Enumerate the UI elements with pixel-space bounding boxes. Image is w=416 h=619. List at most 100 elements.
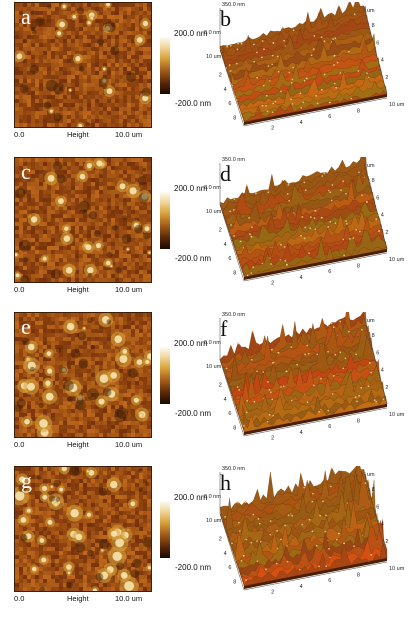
color-scale-min-label: -200.0 nm <box>175 254 212 263</box>
color-scale-bar <box>160 191 170 249</box>
z-axis-zero-label: 0.0 nm <box>204 340 221 346</box>
width-axis-tick-label: 4 <box>300 275 303 281</box>
x-axis-title: Height <box>67 594 89 603</box>
side-axis-tick-label: 4 <box>381 522 384 528</box>
color-scale-max-label: 200.0 nm <box>174 339 208 348</box>
width-axis-tick-label: 6 <box>328 578 331 584</box>
height-map-image <box>14 2 152 128</box>
depth-axis-tick-label: 6 <box>228 565 231 571</box>
width-axis-tick-label: 2 <box>271 435 274 441</box>
width-axis-tick-label: 4 <box>300 584 303 590</box>
depth-axis-tick-label: 6 <box>228 256 231 262</box>
width-axis-tick-label: 8 <box>357 573 360 579</box>
panel-row: a 0.0 Height 10.0 um 200.0 nm -200.0 nm 350.0 … <box>0 2 416 152</box>
color-scale-bar <box>160 500 170 558</box>
depth-axis-tick-label: 2 <box>219 382 222 388</box>
width-axis-tick-label: 6 <box>328 114 331 120</box>
color-scale-min-label: -200.0 nm <box>175 409 212 418</box>
depth-axis-tick-label: 2 <box>219 227 222 233</box>
panel-label: e <box>21 314 31 339</box>
width-axis-tick-label: 6 <box>328 269 331 275</box>
x-axis-title: Height <box>67 130 89 139</box>
x-axis-end-label: 10.0 um <box>115 285 143 294</box>
width-axis-end-label: 10 um <box>389 412 405 418</box>
surface-3d-plot: 350.0 nm 0.0 nm 10 um 2 4 6 8 2 4 6 8 10 um 8 6 4 2 um <box>182 157 416 307</box>
side-axis-tick-label: 4 <box>381 368 384 374</box>
x-axis-start-label: 0.0 <box>14 440 25 449</box>
side-axis-unit-label: um <box>367 318 375 324</box>
side-axis-tick-label: 6 <box>376 40 379 46</box>
x-axis-end-label: 10.0 um <box>115 440 143 449</box>
depth-axis-tick-label: 6 <box>228 101 231 107</box>
side-axis-tick-label: 8 <box>372 333 375 339</box>
color-scale-max-label: 200.0 nm <box>174 29 208 38</box>
side-axis-tick-label: 2 <box>385 230 388 236</box>
depth-axis-tick-label: 8 <box>233 271 236 277</box>
width-axis-end-label: 10 um <box>389 102 405 108</box>
x-axis-start-label: 0.0 <box>14 285 25 294</box>
side-axis-tick-label: 4 <box>381 213 384 219</box>
width-axis-tick-label: 4 <box>300 120 303 126</box>
x-axis-end-label: 10.0 um <box>115 594 143 603</box>
side-axis-unit-label: um <box>367 163 375 169</box>
panel-row: g 0.0 Height 10.0 um 200.0 nm -200.0 nm 350.0 … <box>0 466 416 616</box>
depth-axis-tick-label: 4 <box>224 87 227 93</box>
width-axis-tick-label: 4 <box>300 430 303 436</box>
color-scale-bar <box>160 36 170 94</box>
color-scale-max-label: 200.0 nm <box>174 184 208 193</box>
panel-label: g <box>21 468 32 493</box>
z-axis-max-label: 350.0 nm <box>222 312 245 318</box>
width-axis-tick-label: 8 <box>357 264 360 270</box>
width-axis-tick-label: 8 <box>357 419 360 425</box>
side-axis-tick-label: 8 <box>372 178 375 184</box>
side-axis-tick-label: 6 <box>376 504 379 510</box>
depth-axis-tick-label: 8 <box>233 116 236 122</box>
panel-label: h <box>220 470 231 495</box>
z-axis-zero-label: 0.0 nm <box>204 494 221 500</box>
surface-3d-plot: 350.0 nm 0.0 nm 10 um 2 4 6 8 2 4 6 8 10 um 8 6 4 2 um <box>182 466 416 616</box>
z-axis-zero-label: 0.0 nm <box>204 30 221 36</box>
panel-label: b <box>220 6 231 31</box>
depth-axis-tick-label: 8 <box>233 426 236 432</box>
panel-row: c 0.0 Height 10.0 um 200.0 nm -200.0 nm 350.0 … <box>0 157 416 307</box>
depth-axis-tick-label: 2 <box>219 536 222 542</box>
surface-3d-plot: 350.0 nm 0.0 nm 10 um 2 4 6 8 2 4 6 8 10 um 8 6 4 2 um <box>182 2 416 152</box>
side-axis-unit-label: um <box>367 8 375 14</box>
color-scale-min-label: -200.0 nm <box>175 99 212 108</box>
panel-label: c <box>21 159 31 184</box>
color-scale-max-label: 200.0 nm <box>174 493 208 502</box>
depth-axis-end-label: 10 um <box>206 364 222 370</box>
z-axis-max-label: 350.0 nm <box>222 466 245 472</box>
side-axis-tick-label: 8 <box>372 23 375 29</box>
side-axis-tick-label: 2 <box>385 75 388 81</box>
color-scale-bar <box>160 346 170 404</box>
x-axis-start-label: 0.0 <box>14 594 25 603</box>
side-axis-tick-label: 4 <box>381 58 384 64</box>
depth-axis-tick-label: 8 <box>233 580 236 586</box>
color-scale-min-label: -200.0 nm <box>175 563 212 572</box>
z-axis-max-label: 350.0 nm <box>222 157 245 163</box>
x-axis-start-label: 0.0 <box>14 130 25 139</box>
panel-label: f <box>220 316 228 341</box>
side-axis-unit-label: um <box>367 472 375 478</box>
width-axis-tick-label: 6 <box>328 424 331 430</box>
width-axis-end-label: 10 um <box>389 257 405 263</box>
panel-row: e 0.0 Height 10.0 um 200.0 nm -200.0 nm 350.0 … <box>0 312 416 462</box>
height-map-image <box>14 466 152 592</box>
x-axis-title: Height <box>67 285 89 294</box>
width-axis-end-label: 10 um <box>389 566 405 572</box>
surface-3d-plot: 350.0 nm 0.0 nm 10 um 2 4 6 8 2 4 6 8 10 um 8 6 4 2 um <box>182 312 416 462</box>
depth-axis-tick-label: 4 <box>224 242 227 248</box>
depth-axis-tick-label: 2 <box>219 72 222 78</box>
z-axis-max-label: 350.0 nm <box>222 2 245 8</box>
width-axis-tick-label: 2 <box>271 125 274 131</box>
width-axis-tick-label: 2 <box>271 280 274 286</box>
height-map-image <box>14 312 152 438</box>
z-axis-zero-label: 0.0 nm <box>204 185 221 191</box>
side-axis-tick-label: 2 <box>385 539 388 545</box>
depth-axis-end-label: 10 um <box>206 518 222 524</box>
side-axis-tick-label: 2 <box>385 385 388 391</box>
depth-axis-tick-label: 6 <box>228 411 231 417</box>
depth-axis-end-label: 10 um <box>206 209 222 215</box>
panel-label: d <box>220 161 231 186</box>
